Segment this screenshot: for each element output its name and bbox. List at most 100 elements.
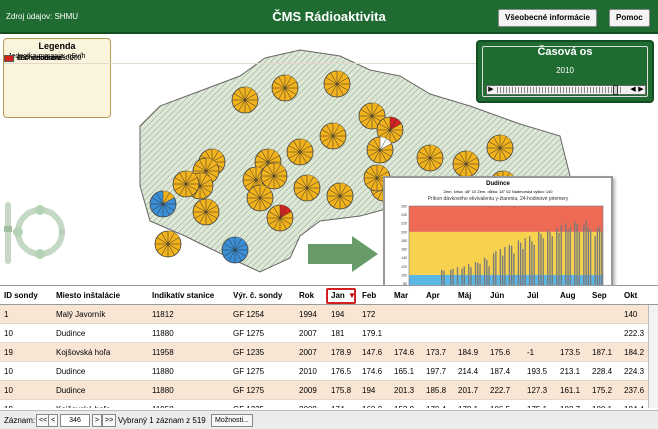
station-marker[interactable]	[319, 122, 347, 150]
table-cell: 172	[362, 310, 376, 319]
legend-label: 100 ≤ hodnota < 200	[17, 54, 82, 62]
col-header-sep[interactable]: Sep	[592, 291, 607, 300]
pan-ring[interactable]	[15, 207, 65, 257]
pan-right-icon[interactable]	[59, 229, 65, 235]
table-row[interactable]: 10 Dudince 11880 GF 1275 2010 176.5 174.6 165.1…	[0, 362, 648, 381]
station-marker[interactable]	[271, 74, 299, 102]
record-number-input[interactable]: 346	[60, 414, 90, 427]
station-marker[interactable]	[192, 198, 220, 226]
table-cell: 11880	[152, 367, 174, 376]
table-scrollbar[interactable]	[648, 305, 658, 408]
record-pager: Záznam: << < 346 > >> Vybraný 1 záznam z…	[0, 410, 658, 429]
col-header-serial[interactable]: Výr. č. sondy	[233, 291, 283, 300]
zoom-thumb[interactable]	[4, 226, 12, 232]
col-header-jul[interactable]: Júl	[527, 291, 539, 300]
col-header-mar[interactable]: Mar	[394, 291, 409, 300]
station-marker[interactable]	[416, 144, 444, 172]
chart-bar	[567, 229, 569, 318]
station-marker[interactable]	[452, 150, 480, 178]
table-row[interactable]: 19 Kojšovská hoľa 11958 GF 1235 2009 174 160.2…	[0, 400, 648, 408]
station-marker[interactable]	[326, 182, 354, 210]
table-cell: 174	[331, 405, 344, 408]
station-marker[interactable]	[260, 162, 288, 190]
table-cell: 197.7	[426, 367, 447, 376]
station-marker[interactable]	[358, 102, 386, 130]
table-cell: 173.5	[560, 348, 581, 357]
chart-bar	[578, 231, 580, 318]
col-header-jan[interactable]: Jan	[331, 291, 345, 300]
table-cell: 179.1	[362, 329, 383, 338]
col-header-apr[interactable]: Apr	[426, 291, 440, 300]
station-marker[interactable]	[149, 190, 177, 218]
table-cell: 182.7	[560, 405, 580, 408]
station-marker[interactable]	[246, 184, 274, 212]
col-header-oct[interactable]: Okt	[624, 291, 638, 300]
table-cell: 184.9	[458, 348, 479, 357]
table-cell: 214.4	[458, 367, 479, 376]
zoom-slider[interactable]	[5, 202, 11, 264]
table-cell: 161.1	[560, 386, 581, 395]
play-icon[interactable]: ▶	[488, 86, 494, 93]
table-row[interactable]: 10 Dudince 11880 GF 1275 2007 181 179.1 222.3	[0, 324, 648, 343]
slider-thumb[interactable]	[612, 85, 618, 95]
slovakia-map[interactable]	[0, 36, 658, 284]
station-marker[interactable]	[231, 86, 259, 114]
table-cell: 185.8	[426, 386, 447, 395]
pan-down-icon[interactable]	[35, 249, 45, 259]
station-marker[interactable]	[286, 138, 314, 166]
year-slider[interactable]: ▶ ◀ ▶	[486, 85, 646, 95]
pan-up-icon[interactable]	[35, 205, 45, 215]
pan-left-icon[interactable]	[13, 227, 23, 237]
table-cell: 222.7	[490, 386, 511, 395]
chart-bar	[574, 221, 576, 318]
y-tick-label: 260	[401, 205, 407, 209]
table-cell: 194	[331, 310, 345, 319]
y-tick-label: 240	[401, 213, 407, 217]
sort-desc-icon[interactable]: ▼	[348, 291, 356, 300]
map-navigation-control[interactable]	[3, 200, 65, 270]
slider-track[interactable]	[497, 87, 621, 93]
last-page-button[interactable]: >>	[102, 414, 117, 427]
table-cell: 2009	[299, 405, 317, 408]
options-button[interactable]: Možnosti...	[211, 414, 253, 427]
table-cell: 10	[4, 329, 13, 338]
y-tick-label: 100	[401, 273, 407, 277]
table-cell: 228.4	[592, 367, 613, 376]
chart-bar	[551, 236, 553, 318]
station-marker[interactable]	[486, 134, 514, 162]
y-tick-label: 160	[401, 248, 407, 252]
general-info-button[interactable]: Všeobecné informácie	[498, 9, 597, 27]
station-marker[interactable]	[323, 70, 351, 98]
station-marker[interactable]	[172, 170, 200, 198]
col-header-station[interactable]: Indikatív stanice	[152, 291, 215, 300]
station-marker[interactable]	[293, 174, 321, 202]
step-forward-icon[interactable]: ▶	[638, 86, 644, 93]
app-title: ČMS Rádioaktivita	[272, 9, 386, 24]
station-marker[interactable]	[266, 204, 294, 232]
col-header-aug[interactable]: Aug	[560, 291, 576, 300]
station-marker[interactable]	[376, 116, 404, 144]
station-marker[interactable]	[366, 136, 394, 164]
table-cell: 237.6	[624, 386, 645, 395]
table-row[interactable]: 1 Malý Javorník 11812 GF 1254 1994 194 172 140	[0, 305, 648, 324]
col-header-feb[interactable]: Feb	[362, 291, 377, 300]
col-header-may[interactable]: Máj	[458, 291, 472, 300]
time-axis-year: 2010	[556, 66, 574, 75]
table-row[interactable]: 10 Dudince 11880 GF 1275 2009 175.8 194 201.3 18…	[0, 381, 648, 400]
col-header-jun[interactable]: Jún	[490, 291, 505, 300]
col-header-year[interactable]: Rok	[299, 291, 315, 300]
col-header-location[interactable]: Miesto inštalácie	[56, 291, 121, 300]
time-axis-title: Časová os	[537, 46, 593, 58]
help-button[interactable]: Pomoc	[609, 9, 650, 27]
col-header-probe-id[interactable]: ID sondy	[4, 291, 38, 300]
legend-label: 200 ≤ hodnota	[17, 54, 62, 62]
prev-page-button[interactable]: <	[48, 414, 59, 427]
step-back-icon[interactable]: ◀	[630, 86, 636, 93]
table-row[interactable]: 19 Kojšovská hoľa 11958 GF 1235 2007 178.9 147…	[0, 343, 648, 362]
station-marker[interactable]	[154, 230, 182, 258]
station-marker[interactable]	[221, 236, 249, 264]
table-cell: 127.3	[527, 386, 548, 395]
next-page-button[interactable]: >	[92, 414, 103, 427]
table-cell: Dudince	[56, 386, 86, 395]
y-tick-label: 80	[403, 282, 407, 286]
